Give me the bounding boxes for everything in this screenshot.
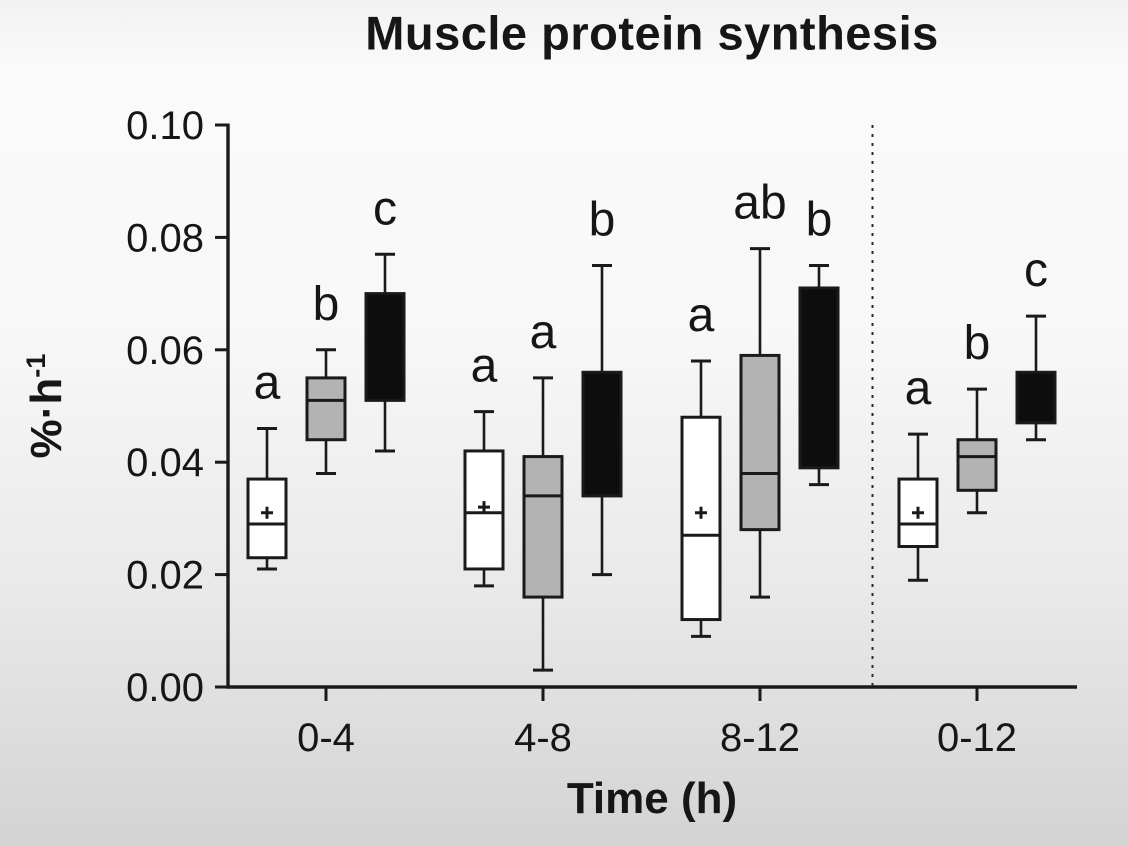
box-black-8-12: b [798, 194, 840, 487]
box-white-0-4: a [246, 356, 288, 571]
significance-letter: a [471, 340, 498, 393]
significance-letter: c [373, 182, 397, 235]
significance-letter: a [905, 362, 932, 415]
y-axis-title: %·h-1 [20, 354, 72, 459]
significance-letter: b [313, 278, 340, 331]
iqr-box [739, 353, 781, 532]
box-black-4-8: b [581, 194, 623, 577]
significance-letter: c [1024, 244, 1048, 297]
box-white-8-12: a [680, 289, 722, 638]
significance-letter: b [806, 194, 833, 247]
y-tick-label: 0.04 [126, 441, 204, 485]
box-grey-8-12: ab [733, 177, 787, 599]
significance-letter: a [254, 356, 281, 409]
y-axis-title-exponent: -1 [20, 353, 52, 378]
significance-letter: a [688, 289, 715, 342]
box-black-0-12: c [1015, 244, 1057, 442]
iqr-box [364, 292, 406, 402]
y-tick-label: 0.08 [126, 216, 204, 260]
y-tick-label: 0.06 [126, 329, 204, 373]
x-tick-label-4-8: 4-8 [514, 716, 572, 760]
y-tick-label: 0.10 [126, 104, 204, 148]
axes-lines [226, 123, 1077, 689]
y-axis-title-main: %·h [21, 377, 71, 459]
iqr-box [581, 370, 623, 498]
box-white-0-12: a [897, 362, 939, 582]
y-tick-label: 0.02 [126, 554, 204, 598]
significance-letter: a [530, 306, 557, 359]
x-tick-label-8-12: 8-12 [720, 716, 800, 760]
iqr-box [956, 438, 998, 492]
box-white-4-8: a [463, 340, 505, 588]
mean-plus-marker [912, 506, 924, 519]
significance-letter: ab [733, 177, 786, 230]
significance-letter: b [589, 194, 616, 247]
iqr-box [522, 455, 564, 599]
iqr-box [305, 376, 347, 442]
y-tick-label: 0.00 [126, 666, 204, 710]
significance-letter: b [964, 317, 991, 370]
mean-plus-marker [478, 501, 490, 514]
iqr-box [798, 286, 840, 470]
mean-plus-marker [695, 506, 707, 519]
iqr-box [1015, 370, 1057, 425]
mean-plus-marker [261, 506, 273, 519]
x-tick-label-0-12: 0-12 [937, 716, 1017, 760]
iqr-box [897, 477, 939, 548]
x-tick-label-0-4: 0-4 [297, 716, 355, 760]
box-grey-0-12: b [956, 317, 998, 515]
box-black-0-4: c [364, 182, 406, 453]
x-axis-title: Time (h) [566, 774, 738, 823]
box-grey-0-4: b [305, 278, 347, 475]
box-grey-4-8: a [522, 306, 564, 672]
chart-title: Muscle protein synthesis [365, 6, 939, 60]
